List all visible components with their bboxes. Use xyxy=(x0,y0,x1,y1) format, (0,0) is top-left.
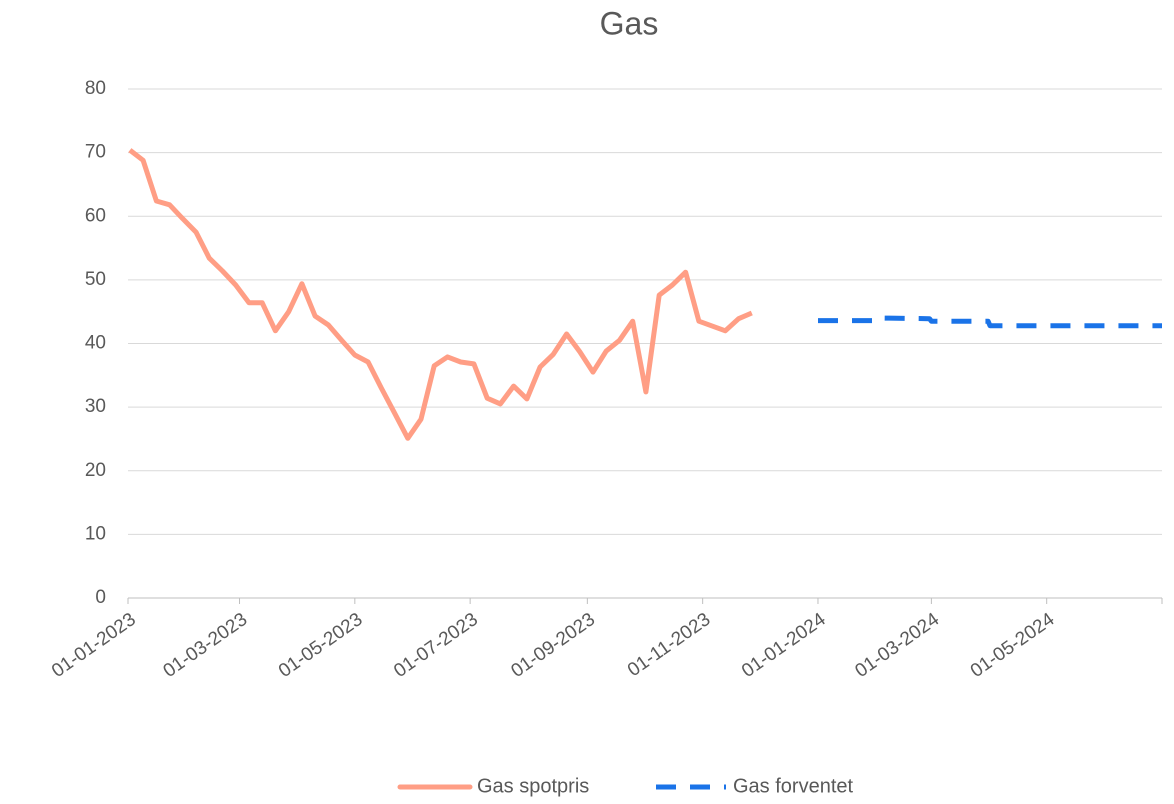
y-tick-label: 10 xyxy=(85,523,106,544)
y-tick-label: 20 xyxy=(85,460,106,481)
y-tick-label: 0 xyxy=(95,587,106,608)
x-tick-label: 01-03-2023 xyxy=(160,609,252,682)
line-series xyxy=(818,315,1162,329)
line-series xyxy=(128,148,753,441)
x-tick-label: 01-07-2023 xyxy=(390,609,482,682)
y-tick-label: 30 xyxy=(85,396,106,417)
x-tick-label: 01-05-2023 xyxy=(275,609,367,682)
x-tick-label: 01-01-2023 xyxy=(48,609,140,682)
x-tick-label: 01-11-2023 xyxy=(624,609,715,681)
legend-label: Gas spotpris xyxy=(477,775,589,797)
legend-label: Gas forventet xyxy=(733,775,854,797)
y-tick-label: 50 xyxy=(85,269,106,290)
x-tick-label: 01-01-2024 xyxy=(738,609,830,682)
chart-title: Gas xyxy=(600,5,659,41)
x-tick-label: 01-03-2024 xyxy=(851,609,943,682)
y-tick-label: 60 xyxy=(85,205,106,226)
y-tick-label: 70 xyxy=(85,142,106,163)
x-tick-label: 01-05-2024 xyxy=(967,609,1059,682)
y-tick-label: 80 xyxy=(85,78,106,99)
x-tick-label: 01-09-2023 xyxy=(507,609,599,682)
y-tick-label: 40 xyxy=(85,333,106,354)
